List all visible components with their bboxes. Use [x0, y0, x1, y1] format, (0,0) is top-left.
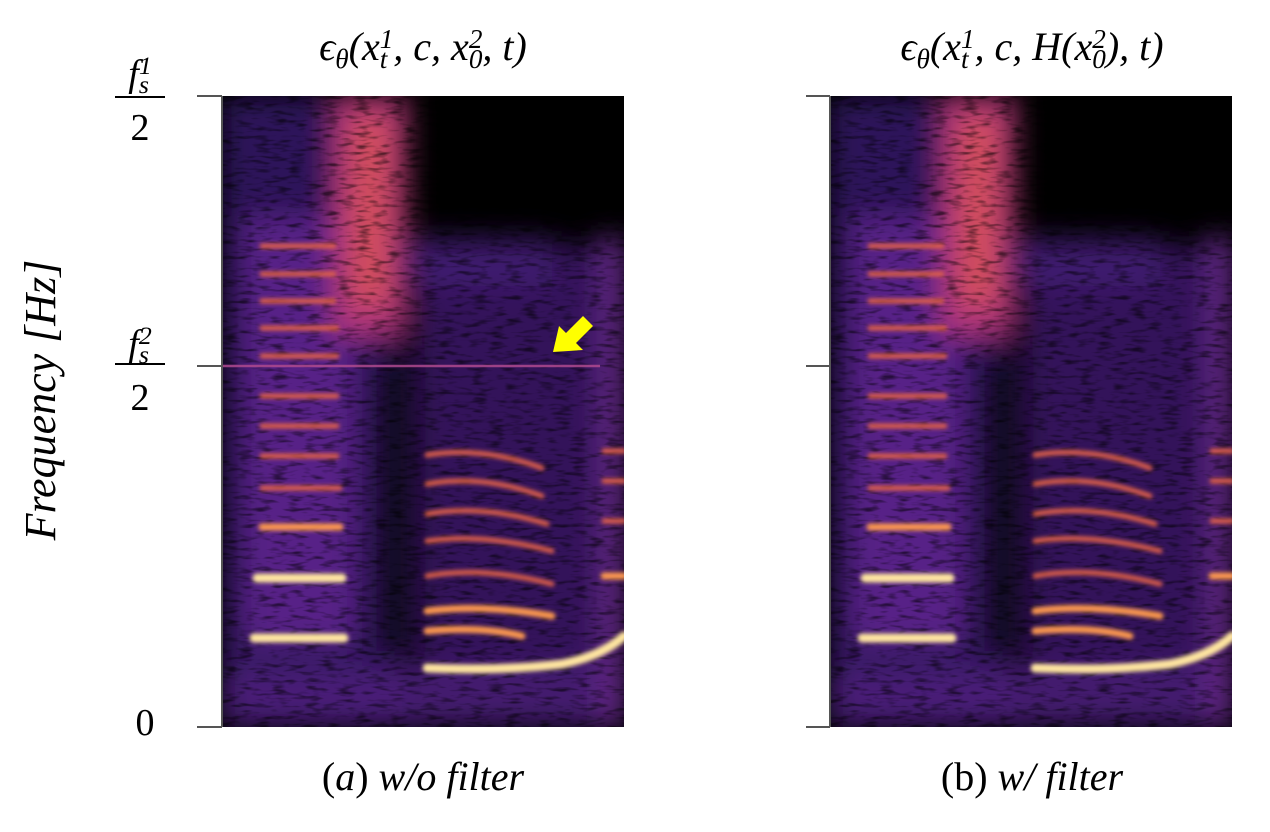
text-segment: t	[380, 44, 389, 74]
text-segment: )	[355, 754, 378, 799]
text-segment: w/o filter	[379, 754, 525, 799]
text-segment: t	[961, 44, 970, 74]
text-segment: , c, x	[393, 24, 469, 69]
text-segment: 0	[1092, 44, 1106, 74]
text-segment: a	[335, 754, 355, 799]
panel-title: ϵθ(xt1, c, x02, t)	[319, 24, 527, 74]
panel-a	[197, 96, 624, 727]
text-segment: 1	[380, 24, 394, 54]
text-segment: 1	[961, 24, 975, 54]
text-segment: s	[139, 70, 149, 99]
tick-label: 0	[136, 702, 155, 744]
text-segment: ϵ	[900, 24, 918, 69]
panel-b	[806, 96, 1232, 727]
text-segment: 2	[469, 24, 483, 54]
tick-numerator: fs1	[128, 51, 151, 99]
text-segment: ϵ	[319, 24, 337, 69]
text-segment: s	[139, 340, 149, 369]
text-segment: (x	[930, 24, 961, 69]
text-segment: 2	[139, 321, 152, 350]
tick-numerator: fs2	[128, 321, 152, 369]
text-segment: (	[322, 754, 335, 799]
panel-caption: (a) w/o filter	[322, 754, 525, 799]
text-segment: , c, H(x	[975, 24, 1093, 69]
tick-denominator: 2	[131, 107, 150, 149]
text-segment: w/ filter	[998, 754, 1124, 799]
tick-denominator: 2	[131, 377, 150, 419]
spectrogram	[830, 96, 1232, 727]
text-segment: 2	[1092, 24, 1106, 54]
arrow	[553, 316, 593, 352]
text-segment: θ	[335, 44, 348, 74]
panel-caption: (b) w/ filter	[941, 754, 1124, 799]
text-segment: ), t)	[1104, 24, 1164, 69]
text-segment: 0	[469, 44, 483, 74]
spectrogram	[222, 96, 624, 727]
text-segment: (b)	[941, 754, 998, 799]
text-segment: θ	[917, 44, 930, 74]
panel-title: ϵθ(xt1, c, H(x02), t)	[900, 24, 1163, 74]
y-axis-label: Frequency [Hz]	[16, 260, 65, 542]
text-segment: (x	[349, 24, 380, 69]
text-segment: 1	[139, 51, 152, 80]
text-segment: , t)	[482, 24, 526, 69]
